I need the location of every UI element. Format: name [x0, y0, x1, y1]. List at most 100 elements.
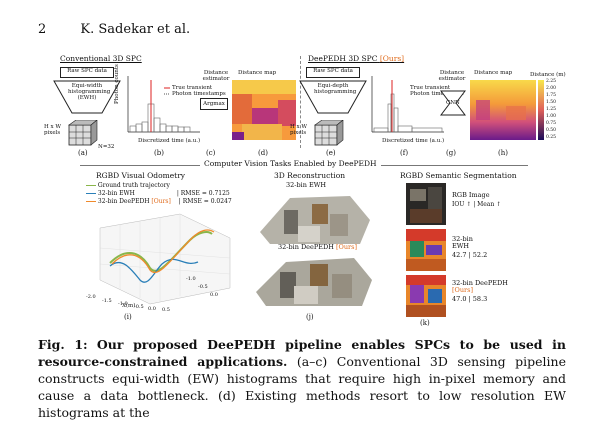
recon-top-label: 32-bin EWH [286, 181, 327, 189]
recon-title: 3D Reconstruction [274, 171, 346, 180]
legend-photon-timestamps: Photon timestamps [172, 91, 226, 97]
equidepth-label: Equi-depth histogramming [314, 83, 357, 95]
sublabel-b: (b) [154, 149, 164, 157]
grid-label: H x W pixels [44, 124, 62, 136]
raw-spc-box-2: Raw SPC data [306, 67, 360, 78]
sublabel-g: (g) [446, 149, 456, 157]
sublabel-k: (k) [420, 319, 430, 327]
colorbar-tick: 1.75 [546, 93, 557, 98]
recon-bottom-text: 32-bin DeePEDH [278, 243, 334, 251]
colorbar [538, 80, 544, 140]
sublabel-i: (i) [124, 313, 132, 321]
legend-photon-timestamps-2: Photon timestamps [410, 91, 464, 97]
legend-true-transient: True transient [172, 85, 213, 91]
colorbar-tick: 2.00 [546, 86, 557, 91]
recon-deepedh-image [250, 252, 374, 308]
legend-deepedh-label: 32-bin DeePEDH [97, 198, 150, 205]
tick: -1.0 [186, 276, 196, 282]
photon-counts-axis: Photon counts [114, 64, 120, 104]
distance-map-deepedh [470, 80, 536, 140]
cnn-hourglass-icon [440, 90, 466, 116]
seg-deepedh-text: 32-bin DeePEDH [452, 279, 508, 287]
tick: -0.5 [198, 284, 208, 290]
running-authors: K. Sadekar et al. [80, 22, 191, 37]
colorbar-tick: 0.25 [546, 135, 557, 140]
sublabel-c: (c) [206, 149, 216, 157]
legend-ewh-label: 32-bin EWH [97, 190, 135, 197]
seg-deepedh-label: 32-bin DeePEDH [Ours] [452, 280, 508, 294]
seg-deepedh-image [406, 275, 446, 317]
pixel-grid-icon [68, 120, 98, 146]
legend-true-transient-2: True transient [410, 85, 451, 91]
argmax-box: Argmax [200, 98, 228, 110]
equidepth-funnel-icon [299, 80, 367, 114]
colorbar-tick: 1.25 [546, 107, 557, 112]
seg-rgb-label: RGB Image [452, 191, 490, 199]
seg-deepedh-scores: 47.0 | 58.3 [452, 295, 488, 303]
argmax-label: Argmax [203, 101, 225, 107]
colorbar-ticks: 2.25 2.00 1.75 1.50 1.25 1.00 0.75 0.50 … [546, 78, 556, 141]
distance-map-ewh [232, 80, 296, 140]
disc-time-axis: Discretized time (a.u.) [138, 138, 201, 144]
page-header: 2 K. Sadekar et al. [38, 22, 190, 37]
legend-gt-label: Ground truth trajectory [97, 182, 170, 189]
odometry-title: RGBD Visual Odometry [96, 171, 186, 180]
sublabel-e: (e) [326, 149, 336, 157]
seg-rgb-image [406, 183, 446, 225]
colorbar-tick: 1.00 [546, 114, 557, 119]
odometry-3d-plot [99, 213, 231, 305]
legend-deepedh: 32-bin DeePEDH [Ours] | RMSE = 0.0247 [86, 198, 232, 206]
colorbar-tick: 1.50 [546, 100, 557, 105]
raw-spc-label: Raw SPC data [67, 68, 107, 74]
legend-deepedh-rmse: | RMSE = 0.0247 [178, 198, 232, 205]
conventional-title: Conventional 3D SPC [60, 54, 142, 63]
dist-map-label-left: Distance map [238, 70, 277, 76]
figure-caption: Fig. 1: Our proposed DeePEDH pipeline en… [38, 336, 566, 421]
seg-ewh-scores: 42.7 | 52.2 [452, 251, 488, 259]
colorbar-title: Distance (m) [530, 72, 566, 78]
raw-spc-label-2: Raw SPC data [313, 68, 353, 74]
colorbar-tick: 2.25 [546, 79, 557, 84]
sublabel-a: (a) [78, 149, 88, 157]
seg-metric-header: IOU ↑ | Mean ↑ [452, 201, 502, 208]
sublabel-f: (f) [400, 149, 409, 157]
tick: -1.0 [118, 301, 128, 307]
tick: 0.0 [148, 306, 156, 312]
page-number: 2 [38, 22, 47, 37]
recon-ewh-image [250, 190, 374, 246]
colorbar-tick: 0.75 [546, 121, 557, 126]
recon-bottom-label: 32-bin DeePEDH [Ours] [278, 243, 357, 251]
caption-bold-text: Our proposed DeePEDH pipeline enables SP… [38, 337, 566, 369]
equiwidth-label: Equi-width histogramming (EWH) [68, 83, 111, 101]
caption-fig-label: Fig. 1: [38, 337, 88, 352]
seg-ewh-image [406, 229, 446, 271]
figure-top-row: Conventional 3D SPC Raw SPC data Equi-wi… [38, 52, 566, 157]
dist-map-label-right: Distance map [474, 70, 513, 76]
odometry-legend: Ground truth trajectory 32-bin EWH | RMS… [86, 182, 232, 206]
ed-histogram-plot [371, 76, 444, 133]
equiwidth-funnel-icon [53, 80, 121, 114]
recon-ours: [Ours] [335, 243, 357, 251]
sublabel-d: (d) [258, 149, 268, 157]
ew-histogram-plot [127, 76, 200, 133]
tick: 0.0 [210, 292, 218, 298]
tick: -0.5 [134, 304, 144, 310]
odometry-xlabel: X(m) [122, 303, 136, 309]
tick: -1.5 [102, 298, 112, 304]
seg-ewh-label: 32-bin EWH [452, 235, 473, 250]
n-label: N=32 [98, 144, 115, 150]
legend-deepedh-ours: [Ours] [151, 198, 171, 205]
divider-line [300, 56, 302, 148]
deepedh-title-text: DeePEDH 3D SPC [308, 54, 378, 63]
seg-deepedh-ours: [Ours] [452, 286, 474, 294]
tick: 0.5 [162, 307, 170, 313]
legend-gt: Ground truth trajectory [86, 182, 232, 190]
legend-ewh: 32-bin EWH | RMSE = 0.7125 [86, 190, 232, 198]
cv-banner: Computer Vision Tasks Enabled by DeePEDH [200, 159, 381, 168]
dist-estimator-label-left: Distance estimator [202, 70, 230, 82]
deepedh-ours-tag: [Ours] [379, 54, 405, 63]
legend-ewh-rmse: | RMSE = 0.7125 [176, 190, 230, 197]
grid-label-2: H x W pixels [290, 124, 308, 136]
caption-body: (a–c) Conventional 3D sensing pipeline c… [38, 354, 566, 420]
disc-time-axis-2: Discretized time (a.u.) [382, 138, 445, 144]
